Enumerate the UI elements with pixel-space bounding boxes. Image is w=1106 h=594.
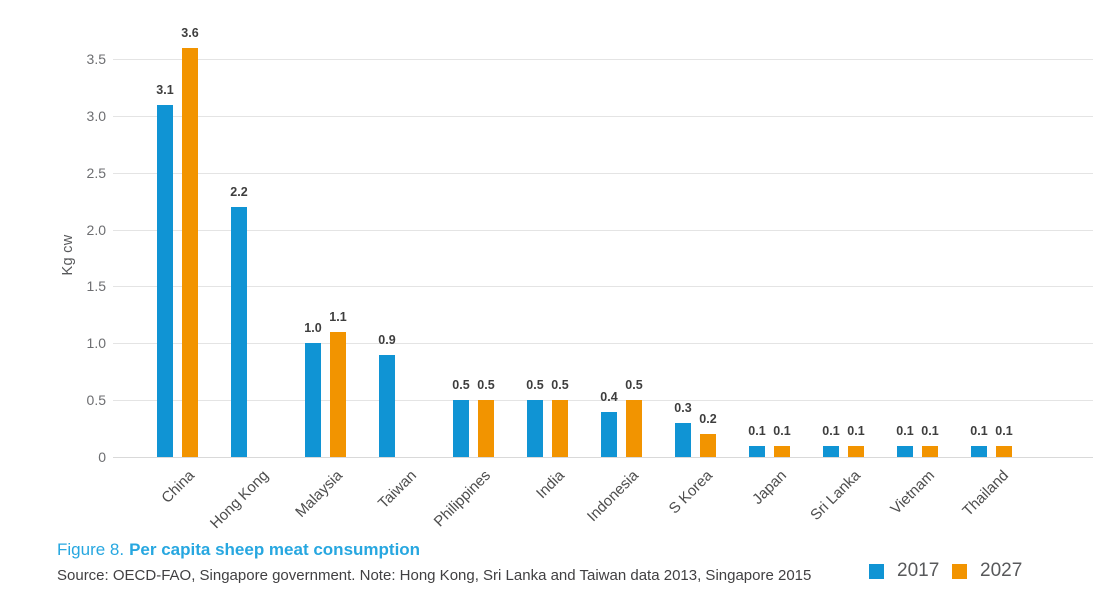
bar-2017-s-korea [675,422,691,457]
bar-2017-sri-lanka [823,445,839,457]
bar-2027-s-korea [700,434,716,457]
legend-swatch-2027 [952,563,967,579]
legend-label-2027: 2027 [980,560,1023,581]
bar-value-label: 0.1 [822,423,840,438]
bar-value-label: 3.6 [181,25,199,40]
gridline [113,229,1093,231]
legend-item-2017: 2017 [869,560,939,582]
bar-2017-taiwan [379,354,395,457]
bar-value-label: 0.5 [452,378,470,393]
bar-value-label: 0.1 [847,423,865,438]
bar-2027-india [552,400,568,457]
gridline [113,172,1093,174]
bar-value-label: 0.5 [551,378,569,393]
bar-value-label: 2.2 [230,184,248,199]
bar-2027-china [182,47,198,457]
y-tick-label: 3.5 [86,51,106,68]
bar-2017-hong-kong [231,206,247,457]
bar-2017-thailand [971,445,987,457]
bar-value-label: 0.1 [896,423,914,438]
bar-value-label: 0.1 [995,423,1013,438]
y-tick-label: 2.5 [86,164,106,181]
legend-label-2017: 2017 [897,560,940,581]
bar-2027-vietnam [922,445,938,457]
gridline [113,115,1093,117]
bar-2017-india [527,400,543,457]
gridline [113,343,1093,345]
bar-value-label: 0.5 [625,378,643,393]
bar-2017-vietnam [897,445,913,457]
bar-2027-philippines [478,400,494,457]
y-tick-label: 1.5 [86,278,106,295]
y-tick-label: 0 [98,449,106,465]
y-tick-label: 3.0 [86,107,106,124]
legend-swatch-2017 [869,563,884,579]
bar-value-label: 1.1 [329,309,347,324]
bar-value-label: 0.2 [699,412,717,427]
bar-2017-indonesia [601,411,617,457]
bar-2017-china [157,104,173,457]
y-tick-label: 2.0 [86,221,106,238]
figure-label: Figure 8. [57,540,125,559]
bar-2017-malaysia [305,343,321,457]
bar-value-label: 0.1 [921,423,939,438]
figure-caption: Figure 8. Per capita sheep meat consumpti… [57,540,420,560]
gridline [113,400,1093,402]
bar-2017-japan [749,445,765,457]
bar-value-label: 0.5 [526,378,544,393]
bar-value-label: 3.1 [156,82,174,97]
bar-value-label: 0.5 [477,378,495,393]
x-axis-line [113,457,1093,458]
bar-2027-indonesia [626,400,642,457]
bar-value-label: 1.0 [304,321,322,336]
bar-2027-japan [774,445,790,457]
y-axis-title: Kg cw [60,234,76,276]
bar-2027-sri-lanka [848,445,864,457]
bar-value-label: 0.1 [970,423,988,438]
source-note: Source: OECD-FAO, Singapore government. … [57,567,812,584]
bar-value-label: 0.1 [748,423,766,438]
bar-value-label: 0.3 [674,400,692,415]
bar-value-label: 0.1 [773,423,791,438]
bar-2027-thailand [996,445,1012,457]
caption-title: Per capita sheep meat consumption [129,540,421,559]
gridline [113,286,1093,288]
y-tick-label: 1.0 [86,335,106,352]
bar-value-label: 0.9 [378,332,396,347]
legend-item-2027: 2027 [952,560,1022,582]
y-tick-label: 0.5 [86,392,106,409]
gridline [113,59,1093,61]
bar-2017-philippines [453,400,469,457]
bar-value-label: 0.4 [600,389,618,404]
bar-2027-malaysia [330,331,346,457]
